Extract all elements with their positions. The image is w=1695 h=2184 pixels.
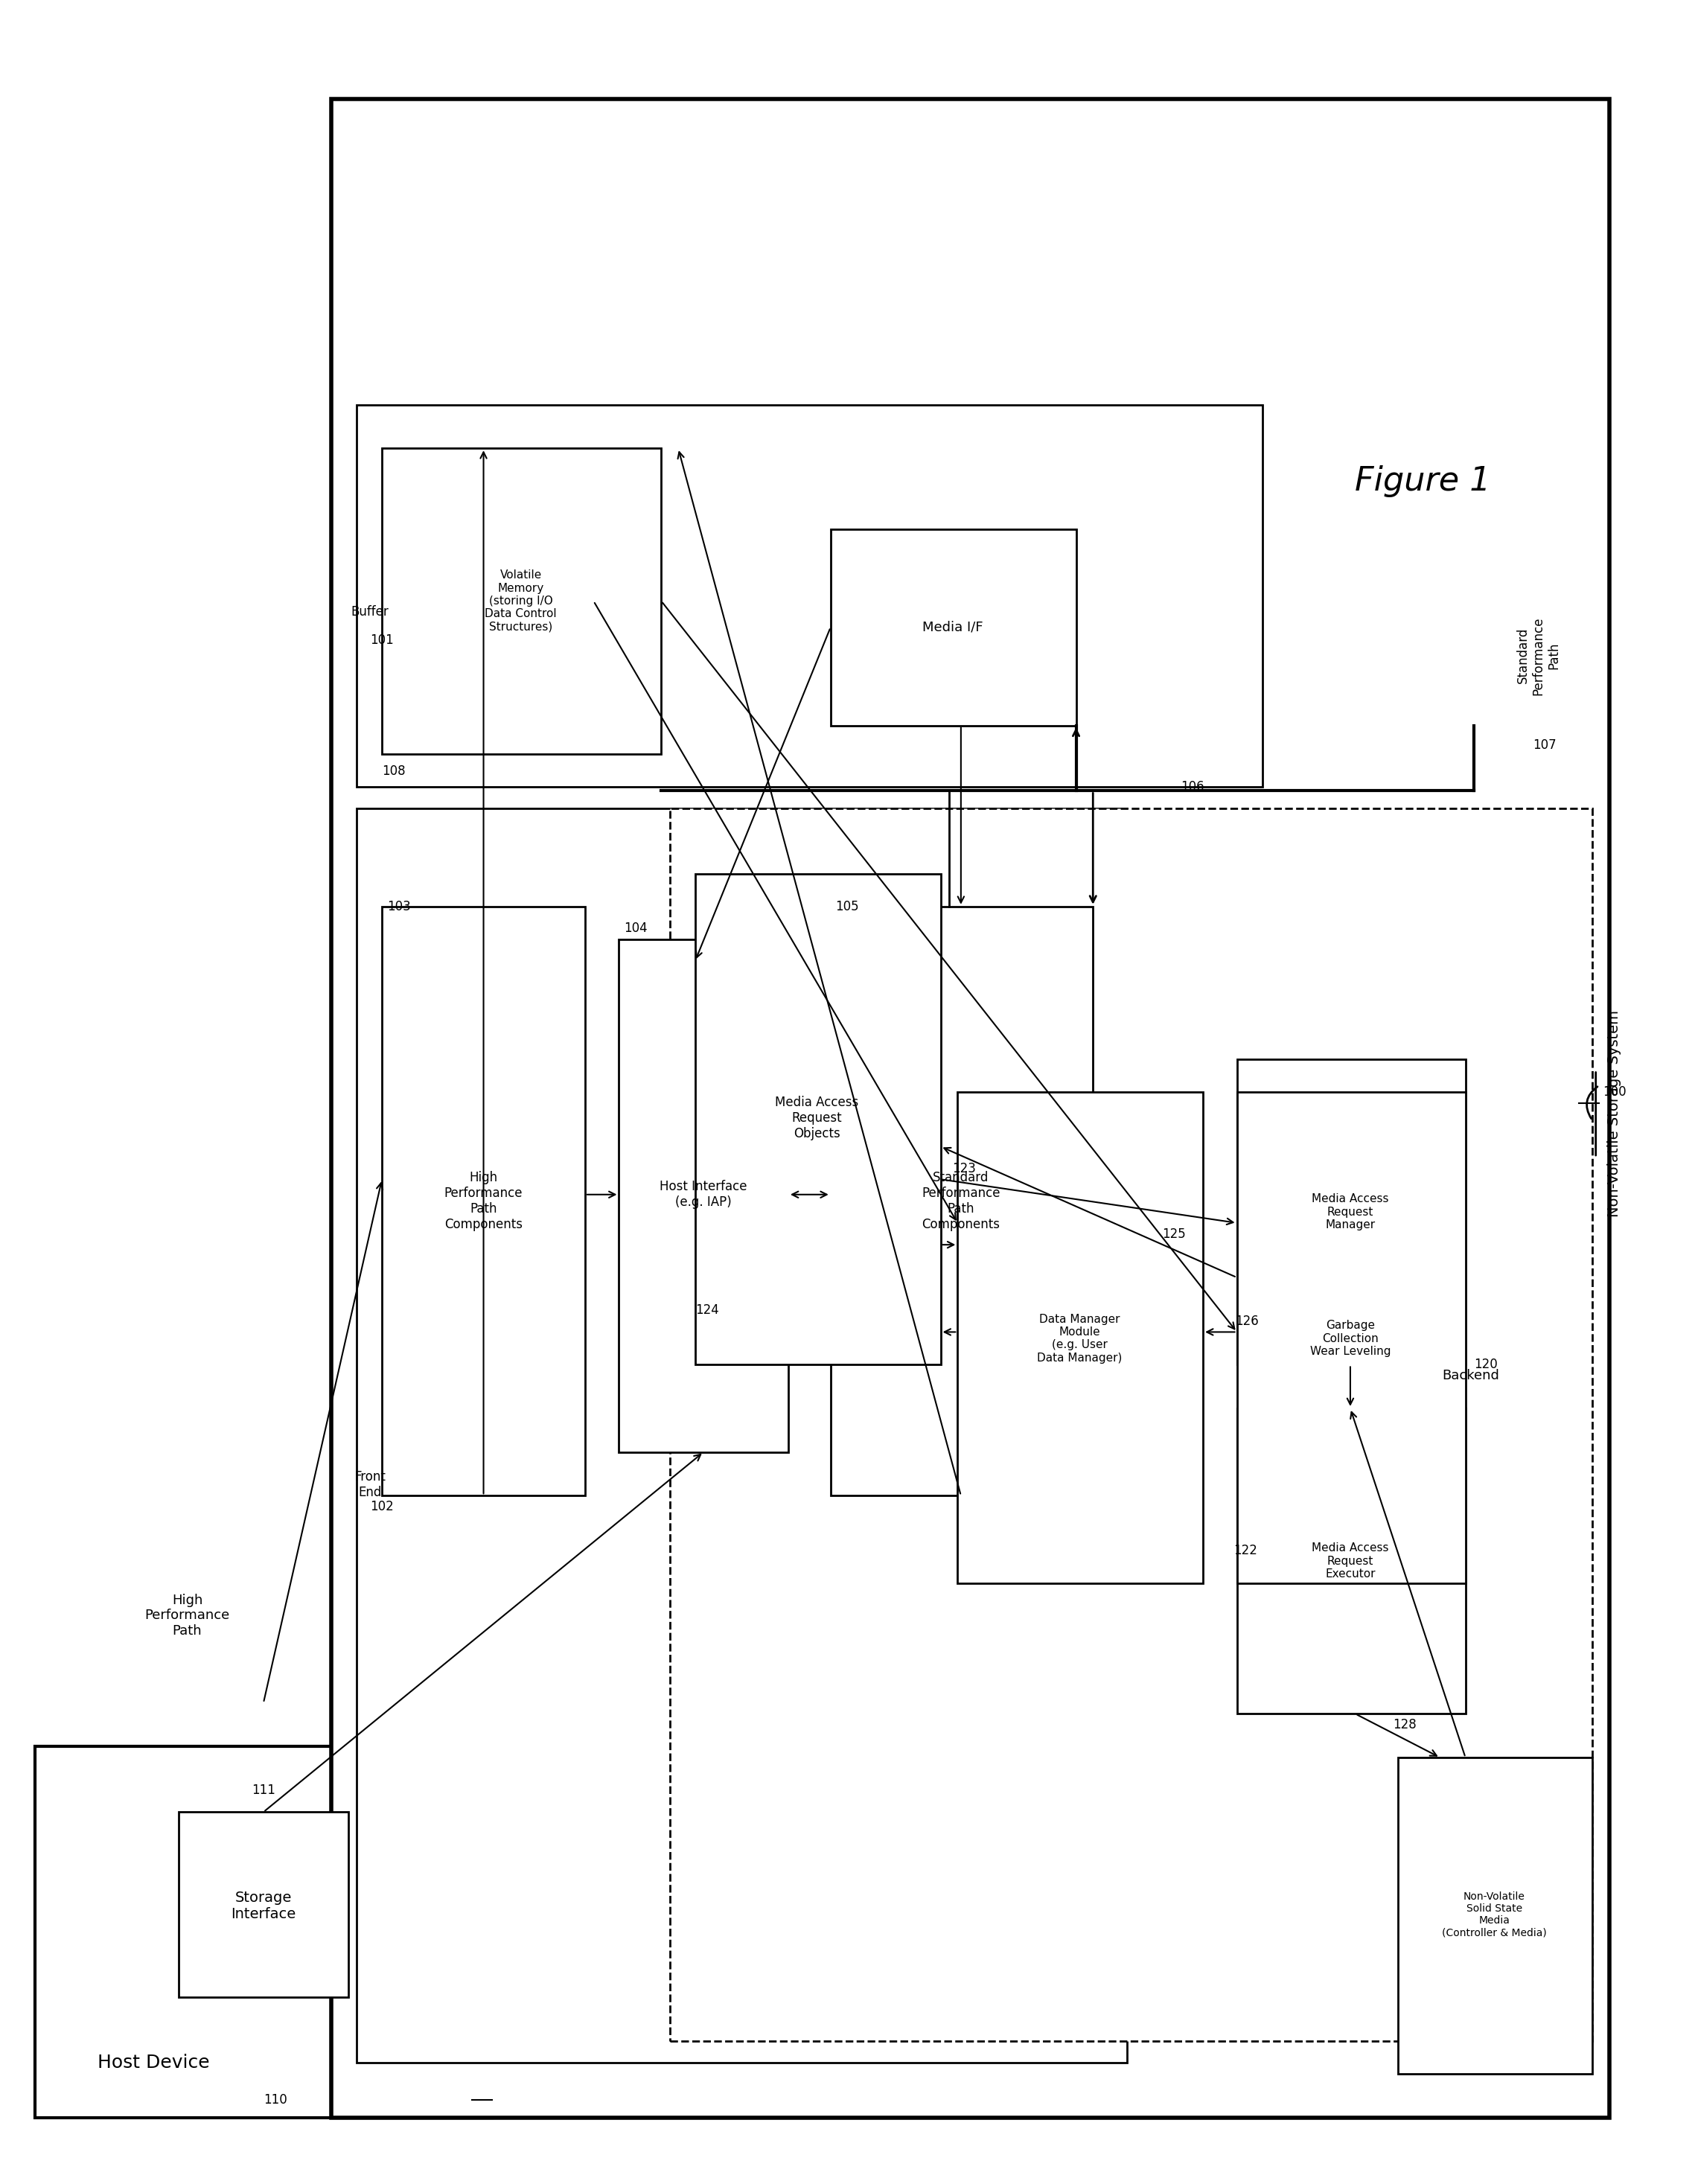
- Text: 122: 122: [1234, 1544, 1258, 1557]
- FancyBboxPatch shape: [178, 1813, 347, 1998]
- FancyBboxPatch shape: [356, 808, 1127, 2064]
- Text: 108: 108: [381, 764, 405, 778]
- Text: 120: 120: [1475, 1358, 1497, 1372]
- FancyBboxPatch shape: [356, 404, 1263, 786]
- FancyBboxPatch shape: [958, 1092, 1203, 1583]
- Text: 106: 106: [1181, 780, 1205, 793]
- Text: Data Manager
Module
(e.g. User
Data Manager): Data Manager Module (e.g. User Data Mana…: [1037, 1313, 1122, 1363]
- Text: Standard
Performance
Path
Components: Standard Performance Path Components: [922, 1171, 1000, 1232]
- Text: 110: 110: [263, 2092, 286, 2108]
- Text: Media Access
Request
Executor: Media Access Request Executor: [1312, 1542, 1388, 1579]
- Text: Host Interface
(e.g. IAP): Host Interface (e.g. IAP): [659, 1179, 747, 1210]
- Text: 126: 126: [1236, 1315, 1259, 1328]
- Text: Front
End: Front End: [354, 1470, 386, 1498]
- FancyBboxPatch shape: [381, 448, 661, 753]
- Text: Host Device: Host Device: [97, 2053, 210, 2073]
- FancyBboxPatch shape: [331, 98, 1609, 2118]
- Text: High
Performance
Path: High Performance Path: [144, 1594, 231, 1638]
- Text: Volatile
Memory
(storing I/O
Data Control
Structures): Volatile Memory (storing I/O Data Contro…: [485, 570, 556, 633]
- FancyBboxPatch shape: [670, 808, 1592, 2042]
- Text: 111: 111: [251, 1784, 275, 1797]
- Text: Garbage
Collection
Wear Leveling: Garbage Collection Wear Leveling: [1310, 1319, 1390, 1356]
- FancyBboxPatch shape: [831, 906, 1093, 1496]
- Text: 124: 124: [695, 1304, 719, 1317]
- FancyBboxPatch shape: [1237, 1409, 1466, 1714]
- Text: Backend: Backend: [1442, 1369, 1498, 1382]
- FancyBboxPatch shape: [619, 939, 788, 1452]
- Text: 123: 123: [953, 1162, 976, 1175]
- FancyBboxPatch shape: [831, 529, 1076, 725]
- Text: Standard
Performance
Path: Standard Performance Path: [1515, 616, 1561, 695]
- Text: Media Access
Request
Manager: Media Access Request Manager: [1312, 1192, 1388, 1230]
- FancyBboxPatch shape: [381, 906, 585, 1496]
- Text: 107: 107: [1534, 738, 1556, 751]
- Text: 125: 125: [1163, 1227, 1186, 1241]
- Text: Non-Volatile Storage System: Non-Volatile Storage System: [1607, 1011, 1622, 1216]
- Text: Storage
Interface: Storage Interface: [231, 1891, 297, 1922]
- Text: High
Performance
Path
Components: High Performance Path Components: [444, 1171, 522, 1232]
- Text: 105: 105: [836, 900, 859, 913]
- Text: 128: 128: [1393, 1719, 1417, 1732]
- Text: 104: 104: [624, 922, 647, 935]
- Text: 101: 101: [370, 633, 393, 646]
- Text: Media I/F: Media I/F: [922, 620, 983, 633]
- Text: 103: 103: [386, 900, 410, 913]
- Text: 102: 102: [370, 1500, 393, 1514]
- FancyBboxPatch shape: [36, 1747, 492, 2118]
- Text: Media Access
Request
Objects: Media Access Request Objects: [775, 1096, 859, 1140]
- FancyBboxPatch shape: [1237, 1059, 1466, 1365]
- Text: Figure 1: Figure 1: [1354, 465, 1492, 498]
- FancyBboxPatch shape: [1398, 1758, 1592, 2075]
- Text: Buffer: Buffer: [351, 605, 388, 618]
- Text: 100: 100: [1602, 1085, 1626, 1099]
- FancyBboxPatch shape: [1237, 1092, 1466, 1583]
- FancyBboxPatch shape: [695, 874, 941, 1365]
- Text: Non-Volatile
Solid State
Media
(Controller & Media): Non-Volatile Solid State Media (Controll…: [1442, 1891, 1546, 1937]
